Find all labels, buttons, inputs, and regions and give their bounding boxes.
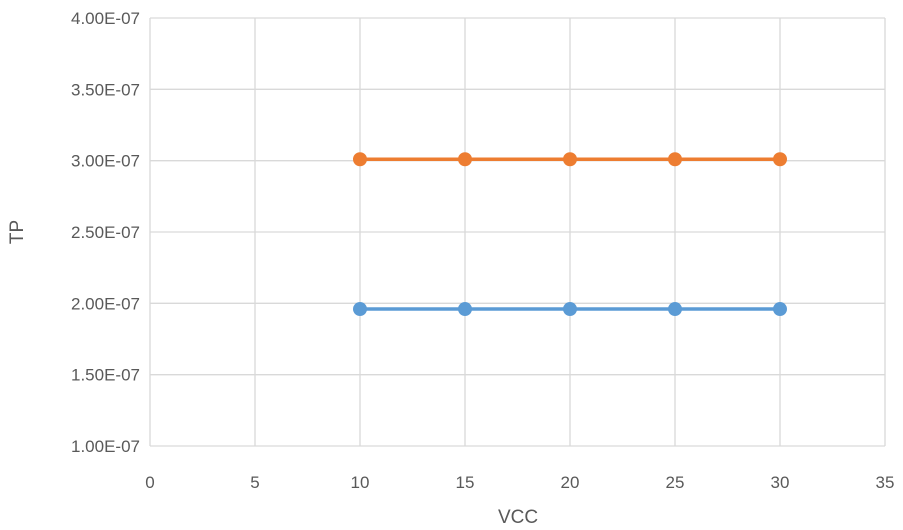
y-axis-title: TP	[7, 220, 28, 244]
series-1	[353, 302, 787, 317]
x-tick-label: 35	[876, 473, 895, 492]
series-2	[353, 152, 787, 167]
y-tick-label: 3.00E-07	[71, 152, 140, 171]
y-tick-label: 1.50E-07	[71, 366, 140, 385]
y-tick-label: 1.00E-07	[71, 437, 140, 456]
x-tick-label: 15	[456, 473, 475, 492]
x-tick-label: 10	[351, 473, 370, 492]
y-tick-label: 3.50E-07	[71, 80, 140, 99]
data-point	[563, 152, 577, 167]
data-point	[353, 302, 367, 317]
chart-grid	[149, 17, 886, 447]
data-point	[668, 152, 682, 167]
x-tick-label: 25	[666, 473, 685, 492]
chart-series	[353, 152, 787, 317]
y-tick-label: 2.00E-07	[71, 294, 140, 313]
data-point	[773, 302, 787, 317]
y-tick-label: 4.00E-07	[71, 9, 140, 28]
x-tick-label: 30	[771, 473, 790, 492]
data-point	[563, 302, 577, 317]
data-point	[773, 152, 787, 167]
data-point	[458, 302, 472, 317]
x-axis-title: VCC	[498, 507, 538, 528]
y-tick-label: 2.50E-07	[71, 223, 140, 242]
data-point	[668, 302, 682, 317]
data-point	[458, 152, 472, 167]
chart-tick-labels: 0 5 10 15 20 25 30 35 1.00E-07 1.50E-07 2.00E-07 2.…	[71, 9, 894, 492]
data-point	[353, 152, 367, 167]
x-tick-label: 20	[561, 473, 580, 492]
x-tick-label: 5	[250, 473, 259, 492]
x-tick-label: 0	[145, 473, 154, 492]
